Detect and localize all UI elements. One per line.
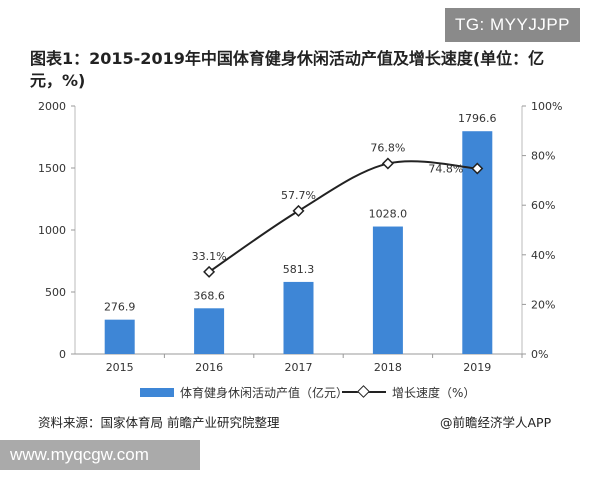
growth-value-label: 76.8% — [370, 142, 405, 155]
growth-point-2017 — [292, 204, 305, 217]
y-right-tick-label: 40% — [531, 249, 555, 262]
chart-title: 图表1：2015-2019年中国体育健身休闲活动产值及增长速度(单位：亿元，%) — [30, 49, 545, 90]
bar-2017 — [283, 281, 314, 354]
x-tick-label: 2019 — [463, 361, 491, 374]
bar-value-label: 581.3 — [283, 263, 315, 276]
source-note: 资料来源：国家体育局 前瞻产业研究院整理 — [38, 415, 280, 430]
x-tick-label: 2016 — [195, 361, 223, 374]
y-right-tick-label: 0% — [531, 348, 548, 361]
growth-value-label: 57.7% — [281, 189, 316, 202]
x-tick-label: 2015 — [106, 361, 134, 374]
bar-value-label: 1796.6 — [458, 112, 497, 125]
chart-legend: 体育健身休闲活动产值（亿元） 增长速度（%） — [0, 382, 600, 402]
y-left-tick-label: 0 — [59, 348, 66, 361]
legend-bar-swatch — [140, 387, 174, 397]
growth-point-2019 — [471, 162, 484, 175]
y-right-tick-label: 80% — [531, 150, 555, 163]
legend-label-growth: 增长速度（%） — [392, 385, 476, 400]
bar-value-label: 276.9 — [104, 301, 136, 314]
y-right-tick-label: 100% — [531, 100, 562, 113]
watermark-badge: TG: MYYJJPP — [445, 8, 580, 42]
growth-value-label: 33.1% — [192, 250, 227, 263]
growth-value-label: 74.8% — [428, 162, 463, 175]
y-left-tick-label: 1000 — [38, 224, 66, 237]
bar-2018 — [372, 226, 403, 354]
legend-label-output: 体育健身休闲活动产值（亿元） — [180, 385, 349, 400]
y-right-tick-label: 60% — [531, 199, 555, 212]
bar-value-label: 368.6 — [193, 289, 225, 302]
x-tick-label: 2018 — [374, 361, 402, 374]
legend-item-output: 体育健身休闲活动产值（亿元） — [140, 382, 348, 402]
site-watermark: www.myqcgw.com — [0, 440, 200, 470]
x-tick-label: 2017 — [285, 361, 313, 374]
growth-rate-line — [208, 160, 478, 273]
bar-2016 — [194, 308, 225, 354]
legend-line-swatch — [342, 385, 386, 399]
credit-note: @前瞻经济学人APP — [440, 415, 552, 430]
y-left-tick-label: 500 — [45, 286, 66, 299]
bar-value-label: 1028.0 — [369, 208, 408, 221]
growth-point-2016 — [203, 265, 216, 278]
growth-point-2018 — [381, 157, 394, 170]
y-left-tick-label: 2000 — [38, 100, 66, 113]
legend-item-growth: 增长速度（%） — [342, 382, 475, 402]
y-left-tick-label: 1500 — [38, 162, 66, 175]
y-right-tick-label: 20% — [531, 298, 555, 311]
bar-2015 — [104, 319, 135, 354]
